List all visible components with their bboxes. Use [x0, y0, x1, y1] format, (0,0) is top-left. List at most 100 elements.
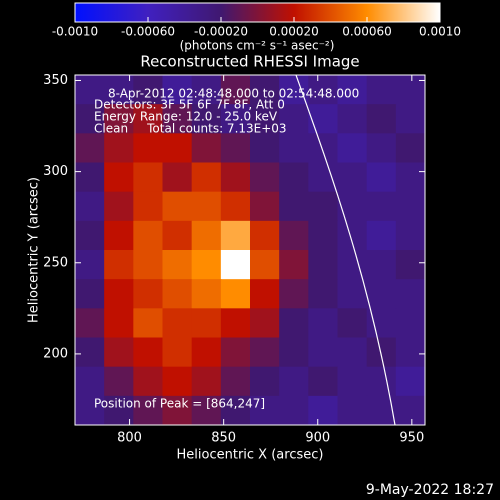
heatmap-cell	[104, 133, 134, 163]
heatmap-cell	[279, 75, 309, 105]
heatmap-cell	[75, 250, 105, 280]
heatmap	[75, 75, 425, 425]
heatmap-cell	[395, 250, 425, 280]
heatmap-cell	[104, 337, 134, 368]
heatmap-cell	[366, 337, 397, 368]
heatmap-cell	[279, 191, 309, 222]
heatmap-cell	[75, 220, 105, 251]
heatmap-cell	[220, 104, 251, 134]
heatmap-cell	[162, 75, 193, 105]
heatmap-cell	[250, 191, 280, 222]
heatmap-cell	[395, 162, 425, 193]
heatmap-cell	[250, 75, 280, 105]
y-axis-label: Heliocentric Y (arcsec)	[27, 177, 42, 323]
heatmap-cell	[191, 279, 222, 309]
colorbar-tick-label: 0.00020	[269, 25, 319, 39]
heatmap-cell	[279, 279, 309, 309]
heatmap-cell	[308, 250, 338, 280]
heatmap-cell	[133, 191, 163, 222]
heatmap-cell	[162, 337, 193, 368]
heatmap-cell	[337, 104, 368, 134]
heatmap-cell	[162, 162, 193, 193]
heatmap-cell	[308, 162, 338, 193]
heatmap-cell	[133, 279, 163, 309]
heatmap-cell	[220, 366, 251, 397]
heatmap-cell	[250, 220, 280, 251]
heatmap-cell	[162, 395, 193, 425]
heatmap-cell	[220, 75, 251, 105]
heatmap-cell	[366, 279, 397, 309]
heatmap-cell	[395, 279, 425, 309]
heatmap-cell	[104, 250, 134, 280]
heatmap-cell	[395, 133, 425, 163]
x-tick-label: 850	[211, 431, 236, 446]
colorbar	[74, 2, 441, 23]
heatmap-cell	[133, 337, 163, 368]
heatmap-cell	[162, 220, 193, 251]
heatmap-cell	[366, 220, 397, 251]
heatmap-cell	[337, 220, 368, 251]
heatmap-cell	[75, 308, 105, 338]
heatmap-cell	[104, 220, 134, 251]
heatmap-cell	[337, 133, 368, 163]
heatmap-cell	[191, 220, 222, 251]
heatmap-cell	[133, 162, 163, 193]
heatmap-cell	[337, 308, 368, 338]
heatmap-cell	[337, 162, 368, 193]
annotation: Energy Range: 12.0 - 25.0 keV	[94, 110, 278, 124]
heatmap-cell	[75, 337, 105, 368]
heatmap-cell	[308, 104, 338, 134]
heatmap-cell	[104, 395, 134, 425]
heatmap-cell	[133, 250, 163, 280]
heatmap-cell	[104, 279, 134, 309]
heatmap-cell	[133, 75, 163, 105]
heatmap-cell	[191, 162, 222, 193]
heatmap-cell	[220, 162, 251, 193]
heatmap-cell	[162, 191, 193, 222]
heatmap-cell	[395, 104, 425, 134]
heatmap-cell	[366, 191, 397, 222]
heatmap-cell	[250, 337, 280, 368]
heatmap-cell	[308, 395, 338, 425]
annotation: Detectors: 3F 5F 6F 7F 8F, Att 0	[94, 98, 285, 112]
heatmap-cell	[104, 191, 134, 222]
heatmap-cell	[191, 191, 222, 222]
heatmap-cell	[395, 337, 425, 368]
heatmap-cell	[337, 75, 368, 105]
heatmap-cell	[250, 104, 280, 134]
heatmap-cell	[133, 308, 163, 338]
heatmap-cell	[308, 366, 338, 397]
heatmap-cell	[279, 104, 309, 134]
x-tick-label: 900	[305, 431, 330, 446]
heatmap-cell	[75, 279, 105, 309]
heatmap-cell	[104, 162, 134, 193]
colorbar-tick-label: 0.00060	[342, 25, 392, 39]
colorbar-tick-label: -0.00060	[121, 25, 175, 39]
heatmap-cell	[104, 104, 134, 134]
heatmap-cell	[250, 279, 280, 309]
heatmap-cell	[366, 75, 397, 105]
heatmap-cell	[133, 220, 163, 251]
heatmap-cell	[220, 220, 251, 251]
heatmap-cell	[337, 279, 368, 309]
peak-label: Position of Peak = [864,247]	[94, 397, 265, 411]
heatmap-cell	[162, 133, 193, 163]
heatmap-cell	[75, 162, 105, 193]
heatmap-cell	[191, 337, 222, 368]
heatmap-cell	[337, 337, 368, 368]
heatmap-cell	[395, 220, 425, 251]
heatmap-cell	[279, 337, 309, 368]
heatmap-cell	[279, 308, 309, 338]
heatmap-cell	[220, 337, 251, 368]
heatmap-cell	[395, 308, 425, 338]
colorbar-tick-label: 0.0010	[419, 25, 461, 39]
heatmap-cell	[162, 308, 193, 338]
heatmap-cell	[191, 250, 222, 280]
heatmap-cell	[279, 395, 309, 425]
heatmap-cell	[220, 133, 251, 163]
heatmap-cell	[191, 366, 222, 397]
y-tick-label: 300	[43, 164, 68, 179]
heatmap-cell	[366, 104, 397, 134]
chart-title: Reconstructed RHESSI Image	[140, 53, 359, 71]
